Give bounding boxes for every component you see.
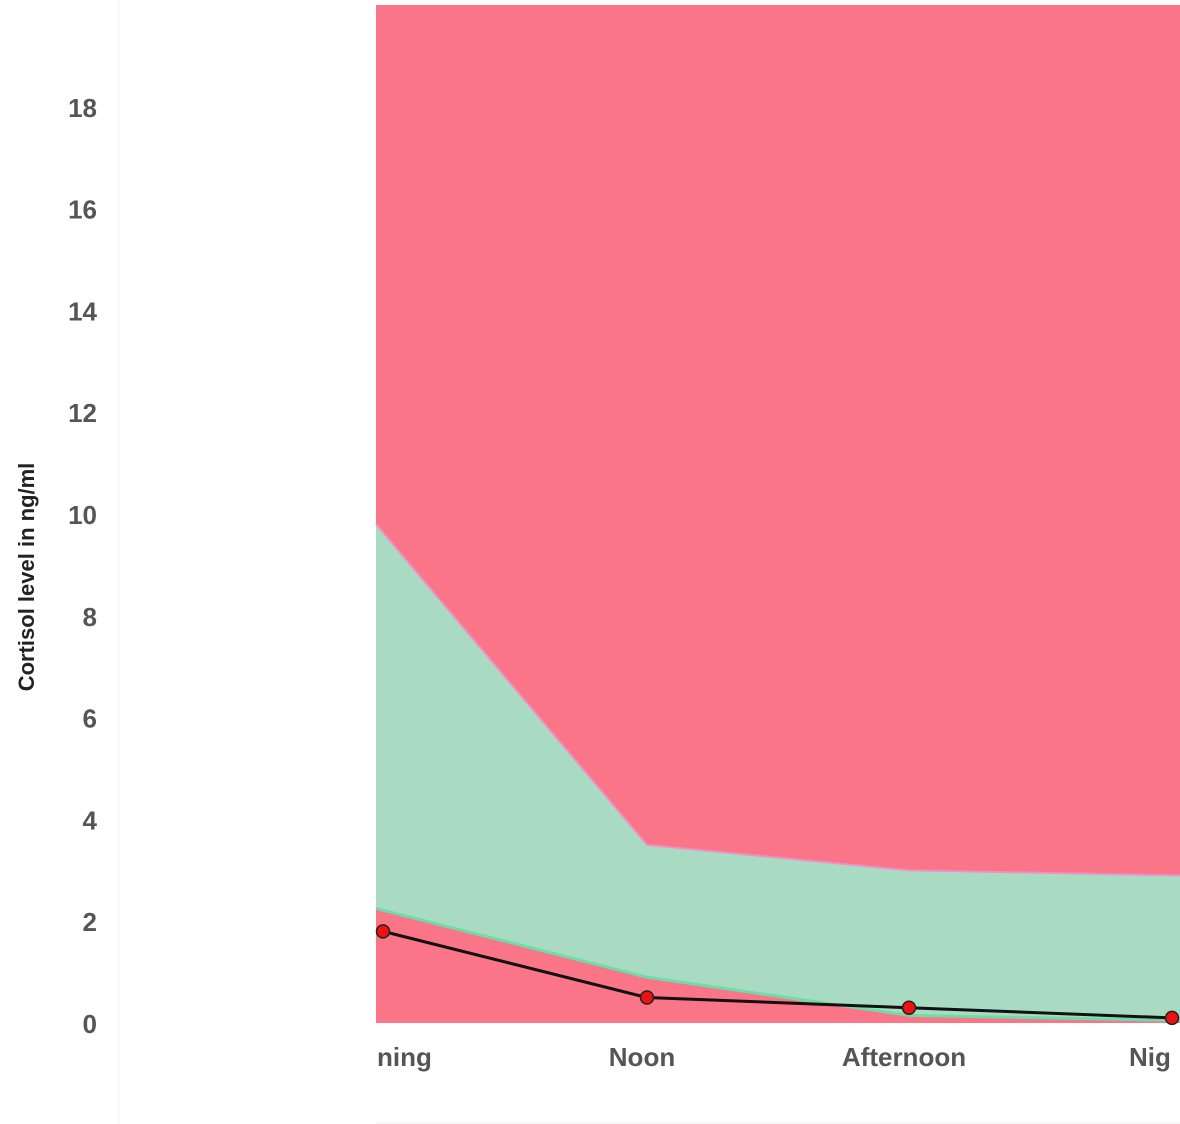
series-point-noon — [639, 990, 655, 1005]
normal-range-lower-edge — [375, 907, 1180, 1022]
y-axis-title: Cortisol level in ng/ml — [14, 463, 39, 692]
series-layer — [375, 924, 1180, 1026]
y-tick-label: 0 — [83, 1009, 97, 1039]
band-below-normal — [376, 908, 1180, 1023]
x-tick-label: ning — [377, 1042, 432, 1072]
y-axis-ticks: 0 2 4 6 8 10 12 14 16 18 — [68, 93, 97, 1039]
boundary-layer — [375, 523, 1180, 1022]
x-tick-label: Noon — [609, 1042, 675, 1072]
x-tick-label: Nig — [1129, 1042, 1171, 1072]
y-tick-label: 8 — [83, 602, 97, 632]
series-point-night — [1164, 1010, 1180, 1026]
band-above-normal — [376, 5, 1180, 876]
y-tick-label: 18 — [68, 93, 97, 123]
y-tick-label: 2 — [83, 907, 97, 937]
series-line — [382, 929, 1173, 1020]
x-axis-ticks: ning Noon Afternoon Nig — [377, 1042, 1171, 1072]
y-tick-label: 14 — [68, 296, 97, 326]
y-tick-label: 6 — [83, 704, 97, 734]
y-tick-label: 12 — [68, 398, 97, 428]
normal-range-upper-edge — [375, 523, 1180, 877]
y-tick-label: 4 — [83, 805, 98, 835]
y-tick-label: 10 — [68, 500, 97, 530]
x-tick-label: Afternoon — [842, 1042, 966, 1072]
bands-layer — [376, 5, 1180, 1023]
series-point-afternoon — [901, 1000, 917, 1015]
series-point-morning — [375, 924, 391, 939]
band-normal — [376, 524, 1180, 1021]
y-tick-label: 16 — [68, 195, 97, 225]
